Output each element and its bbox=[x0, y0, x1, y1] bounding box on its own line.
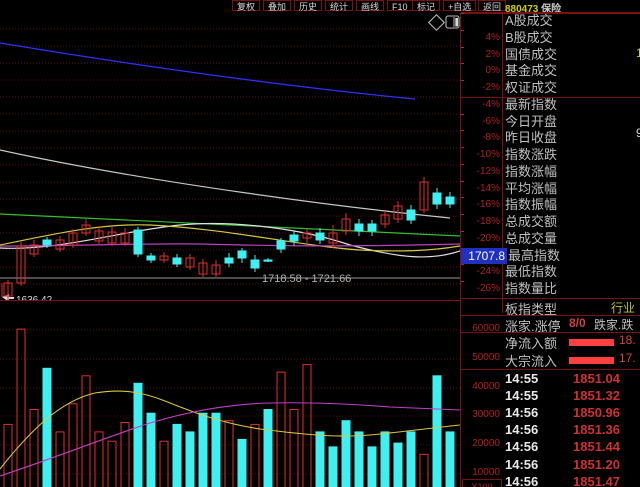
svg-text:1718.58 - 1721.66: 1718.58 - 1721.66 bbox=[262, 273, 351, 285]
